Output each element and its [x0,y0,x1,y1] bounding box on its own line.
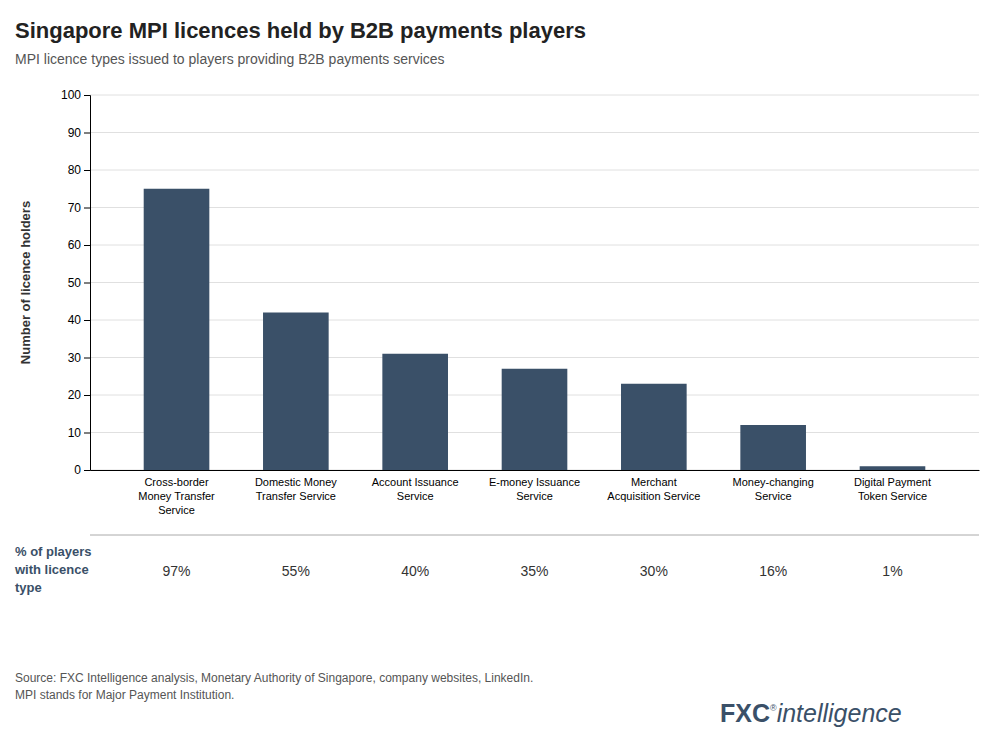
x-tick: Domestic MoneyTransfer Service [255,470,337,502]
y-tick: 0 [74,463,90,477]
y-tick-mark [84,133,90,134]
y-tick-mark [84,245,90,246]
x-tick: Account IssuanceService [372,470,459,502]
bar [144,189,210,470]
y-tick-label: 0 [74,463,81,477]
x-tick: E-money IssuanceService [489,470,580,502]
y-tick-label: 80 [68,163,82,177]
x-tick: Digital PaymentToken Service [854,470,931,502]
y-axis-title: Number of licence holders [18,201,33,364]
bar [740,425,806,470]
y-tick: 70 [68,201,90,215]
y-tick: 90 [68,126,90,140]
x-tick-label: Cross-borderMoney TransferService [138,476,215,517]
x-tick-label: E-money IssuanceService [489,476,580,502]
x-tick-label: Digital PaymentToken Service [854,476,931,502]
y-tick-mark [84,170,90,171]
y-axis: 0 10 20 30 40 50 60 70 80 90 100 [61,88,91,477]
y-tick: 60 [68,238,90,252]
percentage-label: % of playerswith licencetype [14,544,92,595]
y-tick: 50 [68,276,90,290]
y-tick-mark [84,283,90,284]
separator [90,535,979,536]
y-tick-label: 20 [68,388,82,402]
y-tick-label: 30 [68,351,82,365]
y-tick-label: 90 [68,126,82,140]
bar [621,384,687,470]
bar [382,354,448,470]
x-tick-label: MerchantAcquisition Service [607,476,700,502]
y-tick-label: 100 [61,88,81,102]
source: Source: FXC Intelligence analysis, Monet… [15,671,533,702]
logo-part: FXC [720,699,770,727]
grid [90,95,979,470]
x-tick-label: Money-changingService [732,476,813,502]
bar [860,466,926,470]
x-tick: Cross-borderMoney TransferService [138,470,215,516]
y-tick-mark [84,208,90,209]
y-tick: 20 [68,388,90,402]
y-tick-mark [84,433,90,434]
y-tick: 40 [68,313,90,327]
grid-line [90,207,979,208]
percentages: 97% 55% 40% 35% 30% 16% 1% [162,563,902,579]
logo-part: intelligence [777,699,902,727]
grid-line [90,320,979,321]
x-tick: MerchantAcquisition Service [607,470,700,502]
percentage: 55% [282,563,310,579]
percentage: 30% [640,563,668,579]
grid-line [90,245,979,246]
percentage: 35% [520,563,548,579]
y-tick-mark [84,470,90,471]
subtitle: MPI licence types issued to players prov… [15,51,445,67]
x-tick: Money-changingService [732,470,813,502]
grid-line [90,282,979,283]
y-tick-label: 60 [68,238,82,252]
y-tick-label: 40 [68,313,82,327]
grid-line [90,132,979,133]
x-tick-label: Domestic MoneyTransfer Service [255,476,337,502]
y-tick-label: 10 [68,426,82,440]
y-tick: 80 [68,163,90,177]
y-tick-mark [84,95,90,96]
bar [263,313,329,471]
x-axis-line [91,470,980,471]
x-axis: Cross-borderMoney TransferService Domesti… [91,470,980,516]
y-tick: 10 [68,426,90,440]
y-tick: 30 [68,351,90,365]
title: Singapore MPI licences held by B2B payme… [15,18,586,43]
bars [144,189,926,470]
chart: Singapore MPI licences held by B2B payme… [0,0,999,749]
y-tick-label: 70 [68,201,82,215]
y-tick: 100 [61,88,90,102]
percentage: 16% [759,563,787,579]
y-tick-mark [84,358,90,359]
y-tick-mark [84,395,90,396]
grid-line [90,170,979,171]
y-axis-line [84,96,91,471]
bar [502,369,568,470]
x-tick-label: Account IssuanceService [372,476,459,502]
logo: FXC®intelligence [720,699,902,727]
grid-line [90,95,979,96]
y-tick-mark [84,320,90,321]
percentage: 40% [401,563,429,579]
grid-line [90,357,979,358]
percentage: 1% [882,563,902,579]
percentage: 97% [162,563,190,579]
y-tick-label: 50 [68,276,82,290]
